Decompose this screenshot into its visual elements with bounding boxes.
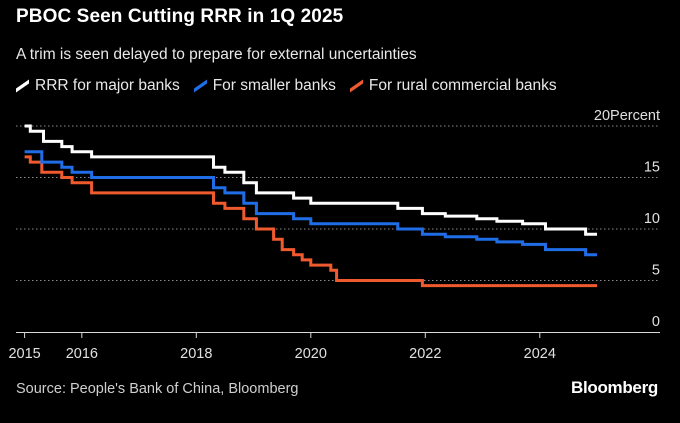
chart-title: PBOC Seen Cutting RRR in 1Q 2025 xyxy=(16,6,344,27)
x-tick-label-2024: 2024 xyxy=(524,346,556,362)
legend-label-smaller: For smaller banks xyxy=(212,77,336,94)
x-axis-ticks: 2015 2016 2018 2020 2022 2024 xyxy=(8,332,556,362)
series-line-major-banks xyxy=(24,124,597,236)
y-tick-label-20: 20Percent xyxy=(594,108,660,124)
y-tick-label-5: 5 xyxy=(652,263,660,279)
x-tick-label-2018: 2018 xyxy=(180,346,212,362)
x-tick-label-2015: 2015 xyxy=(8,346,40,362)
series-lines xyxy=(24,124,597,288)
source-note: Source: People's Bank of China, Bloomber… xyxy=(16,381,299,397)
series-line-smaller-banks xyxy=(24,150,597,257)
x-tick-label-2020: 2020 xyxy=(295,346,327,362)
y-tick-label-15: 15 xyxy=(644,160,660,176)
legend-item-rural: For rural commercial banks xyxy=(349,77,557,95)
x-tick-label-2022: 2022 xyxy=(409,346,441,362)
y-tick-label-0: 0 xyxy=(652,314,660,330)
y-axis-ticks: 0 5 10 15 20Percent xyxy=(594,108,660,330)
legend-item-major: RRR for major banks xyxy=(16,77,180,95)
y-tick-label-10: 10 xyxy=(644,211,660,227)
legend-label-major: RRR for major banks xyxy=(35,77,180,94)
legend: RRR for major banks For smaller banks Fo… xyxy=(16,77,571,95)
x-tick-label-2016: 2016 xyxy=(66,346,98,362)
chart-subtitle: A trim is seen delayed to prepare for ex… xyxy=(16,46,417,63)
legend-item-smaller: For smaller banks xyxy=(193,77,336,95)
legend-label-rural: For rural commercial banks xyxy=(368,77,557,94)
series-line-rural-banks xyxy=(24,155,597,288)
bloomberg-logo: Bloomberg xyxy=(570,378,658,397)
